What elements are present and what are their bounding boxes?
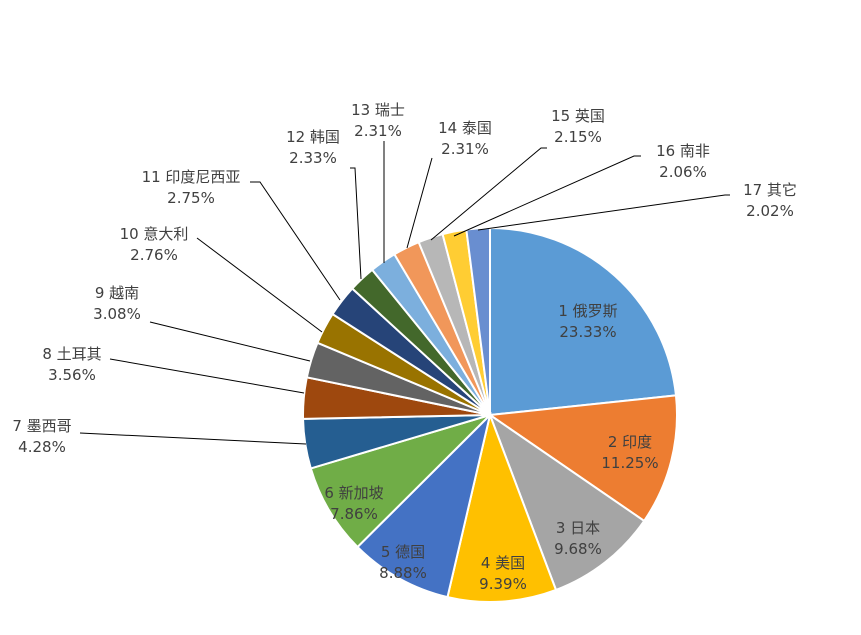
- slice-name-label-9: 9 越南: [95, 284, 139, 302]
- pie-slices: [302, 226, 678, 603]
- slice-name-label-7: 7 墨西哥: [12, 417, 71, 435]
- leader-line-16: [453, 155, 641, 237]
- slice-name-label-2: 2 印度: [608, 433, 652, 451]
- slice-name-label-3: 3 日本: [556, 519, 600, 537]
- leader-line-11: [250, 181, 341, 301]
- leader-line-17: [477, 194, 730, 231]
- pie-slice-4: [446, 411, 558, 603]
- leader-line-7: [79, 432, 307, 445]
- slice-value-label-13: 2.31%: [354, 122, 402, 140]
- pie-slice-2: [487, 394, 678, 523]
- slice-name-label-15: 15 英国: [551, 107, 605, 125]
- slice-value-label-12: 2.33%: [289, 149, 337, 167]
- slice-value-label-16: 2.06%: [659, 163, 707, 181]
- pie-slice-6: [309, 414, 491, 549]
- slice-value-label-7: 4.28%: [18, 438, 66, 456]
- slice-name-label-17: 17 其它: [743, 181, 797, 199]
- slice-name-label-4: 4 美国: [481, 554, 525, 572]
- leader-line-9: [149, 321, 311, 362]
- slice-value-label-5: 8.88%: [379, 564, 427, 582]
- slice-value-label-2: 11.25%: [601, 454, 658, 472]
- slice-value-label-15: 2.15%: [554, 128, 602, 146]
- slice-name-label-10: 10 意大利: [120, 225, 189, 243]
- slice-name-label-6: 6 新加坡: [324, 484, 383, 502]
- slice-name-label-13: 13 瑞士: [351, 101, 405, 119]
- slice-value-label-10: 2.76%: [130, 246, 178, 264]
- slice-name-label-8: 8 土耳其: [42, 345, 101, 363]
- leader-line-15: [430, 147, 547, 241]
- slice-name-label-1: 1 俄罗斯: [558, 302, 617, 320]
- pie-slice-5: [356, 411, 492, 599]
- slice-value-label-8: 3.56%: [48, 366, 96, 384]
- slice-value-label-11: 2.75%: [167, 189, 215, 207]
- slice-name-label-16: 16 南非: [656, 142, 710, 160]
- leader-line-14: [406, 157, 433, 249]
- pie-slice-1: [489, 226, 678, 417]
- slice-value-label-6: 7.86%: [330, 505, 378, 523]
- leader-line-8: [109, 358, 305, 394]
- slice-labels: 1 俄罗斯 23.33% 2 印度 11.25% 3 日本 9.68% 4 美国 9.39% 5…: [12, 101, 797, 593]
- leader-line-10: [196, 237, 323, 333]
- leader-line-12: [350, 167, 362, 280]
- slice-name-label-14: 14 泰国: [438, 119, 492, 137]
- slice-value-label-17: 2.02%: [746, 202, 794, 220]
- slice-name-label-12: 12 韩国: [286, 128, 340, 146]
- slice-value-label-9: 3.08%: [93, 305, 141, 323]
- leader-lines: [79, 141, 730, 445]
- slice-value-label-4: 9.39%: [479, 575, 527, 593]
- slice-name-label-11: 11 印度尼西亚: [142, 168, 241, 186]
- slice-name-label-5: 5 德国: [381, 543, 425, 561]
- slice-value-label-3: 9.68%: [554, 540, 602, 558]
- slice-value-label-14: 2.31%: [441, 140, 489, 158]
- pie-slice-3: [487, 412, 646, 592]
- slice-value-label-1: 23.33%: [559, 323, 616, 341]
